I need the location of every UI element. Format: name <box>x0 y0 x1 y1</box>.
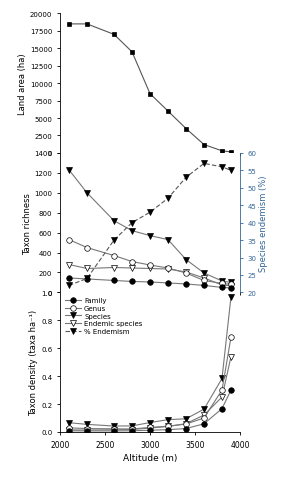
Legend: Family, Genus, Species, Endemic species, % Endemism: Family, Genus, Species, Endemic species,… <box>65 298 142 335</box>
Y-axis label: Land area (ha): Land area (ha) <box>18 53 27 115</box>
Y-axis label: Taxon richness: Taxon richness <box>22 192 32 254</box>
Y-axis label: Taxon density (taxa ha⁻¹): Taxon density (taxa ha⁻¹) <box>29 310 38 415</box>
Y-axis label: Species endemism (%): Species endemism (%) <box>260 175 268 271</box>
X-axis label: Altitude (m): Altitude (m) <box>123 453 177 462</box>
